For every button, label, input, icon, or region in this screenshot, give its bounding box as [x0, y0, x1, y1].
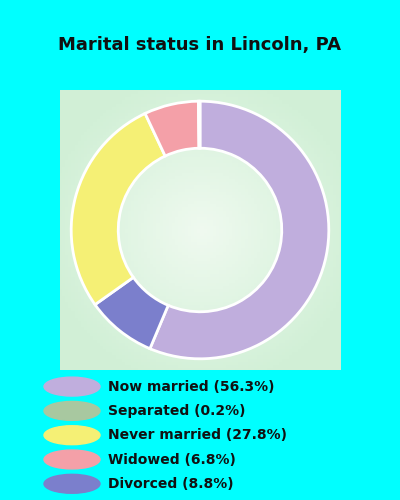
Text: Separated (0.2%): Separated (0.2%) [108, 404, 246, 418]
Text: Marital status in Lincoln, PA: Marital status in Lincoln, PA [58, 36, 342, 54]
Text: Divorced (8.8%): Divorced (8.8%) [108, 477, 234, 491]
Wedge shape [198, 101, 200, 148]
Wedge shape [71, 114, 165, 304]
Circle shape [44, 402, 100, 420]
Wedge shape [150, 101, 329, 359]
Circle shape [44, 474, 100, 493]
Circle shape [44, 377, 100, 396]
Wedge shape [95, 278, 168, 348]
Circle shape [44, 426, 100, 444]
Wedge shape [145, 101, 199, 156]
Text: Now married (56.3%): Now married (56.3%) [108, 380, 274, 394]
Text: Widowed (6.8%): Widowed (6.8%) [108, 452, 236, 466]
Text: Never married (27.8%): Never married (27.8%) [108, 428, 287, 442]
Circle shape [44, 450, 100, 469]
